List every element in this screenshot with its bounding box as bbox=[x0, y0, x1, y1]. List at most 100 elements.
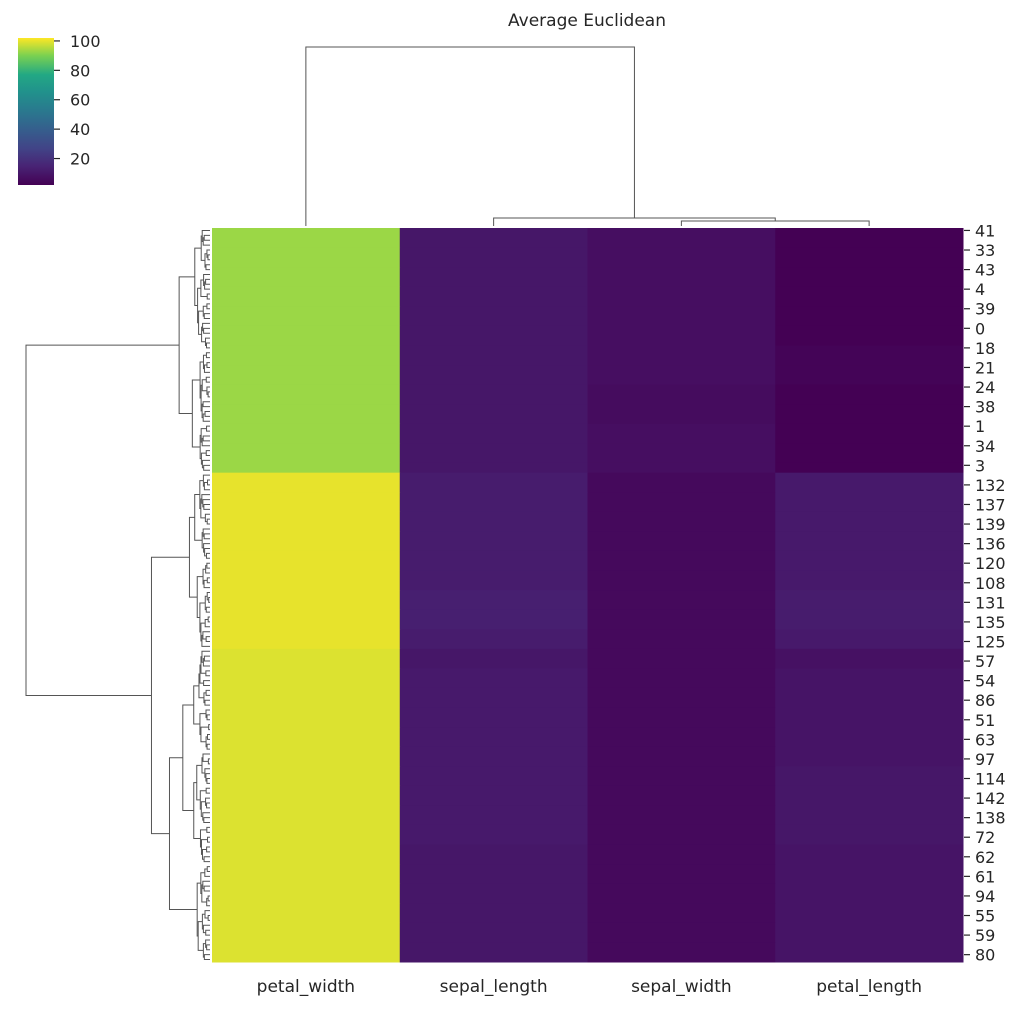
dendrogram-link bbox=[206, 802, 210, 809]
heatmap-cell bbox=[212, 648, 401, 669]
heatmap-cell bbox=[587, 472, 776, 493]
heatmap-cell bbox=[399, 511, 588, 532]
heatmap-cell bbox=[399, 462, 588, 474]
heatmap-cell bbox=[775, 511, 964, 532]
heatmap-cell bbox=[212, 267, 401, 288]
dendrogram-link bbox=[205, 342, 210, 349]
heatmap-cell bbox=[587, 707, 776, 728]
dendrogram-link bbox=[205, 376, 210, 383]
heatmap-cell bbox=[775, 824, 964, 846]
heatmap-cell bbox=[587, 864, 776, 885]
heatmap-cell bbox=[587, 785, 776, 806]
dendrogram-link bbox=[206, 518, 210, 525]
heatmap-cell bbox=[775, 590, 964, 611]
dendrogram-link bbox=[493, 217, 776, 226]
heatmap-cell bbox=[399, 365, 588, 386]
row-label: 43 bbox=[975, 261, 995, 280]
heatmap-cell bbox=[212, 922, 401, 943]
dendrogram-link bbox=[206, 714, 210, 721]
row-label: 137 bbox=[975, 495, 1006, 514]
row-label: 138 bbox=[975, 809, 1006, 828]
dendrogram-link bbox=[203, 680, 210, 687]
row-label: 132 bbox=[975, 476, 1006, 495]
heatmap-cell bbox=[399, 668, 588, 689]
heatmap-cell bbox=[775, 325, 964, 346]
row-label: 114 bbox=[975, 770, 1006, 789]
heatmap-cell bbox=[399, 228, 588, 249]
row-label: 86 bbox=[975, 691, 995, 710]
heatmap-cell bbox=[212, 404, 401, 425]
dendrogram-link bbox=[207, 616, 210, 623]
heatmap-cell bbox=[212, 550, 401, 572]
dendrogram-link bbox=[205, 606, 210, 613]
heatmap-cell bbox=[775, 864, 964, 885]
heatmap-cell bbox=[212, 727, 401, 748]
heatmap-cell bbox=[212, 570, 401, 591]
heatmap-cell bbox=[775, 267, 964, 288]
column-labels: petal_width sepal_length sepal_width petal_… bbox=[257, 977, 922, 997]
heatmap-cell bbox=[775, 306, 964, 327]
heatmap-cell bbox=[587, 824, 776, 846]
dendrogram-link bbox=[204, 910, 210, 919]
column-label: petal_length bbox=[816, 977, 922, 997]
dendrogram-link bbox=[207, 479, 210, 486]
heatmap-cell bbox=[587, 365, 776, 386]
heatmap-cell bbox=[212, 365, 401, 386]
heatmap-cell bbox=[399, 384, 588, 405]
heatmap-cell bbox=[212, 247, 401, 268]
heatmap-cell bbox=[399, 267, 588, 288]
heatmap-cell bbox=[775, 570, 964, 591]
dendrogram-link bbox=[202, 753, 210, 762]
heatmap-cell bbox=[212, 707, 401, 728]
heatmap-cell bbox=[399, 570, 588, 591]
dendrogram-link bbox=[191, 379, 201, 448]
heatmap-cell bbox=[212, 629, 401, 650]
heatmap-cell bbox=[587, 443, 776, 464]
dendrogram-link bbox=[205, 552, 210, 559]
heatmap-cell bbox=[399, 443, 588, 464]
row-label: 59 bbox=[975, 926, 995, 945]
heatmap-cell bbox=[399, 903, 588, 924]
heatmap-cell bbox=[212, 844, 401, 865]
heatmap-cell bbox=[587, 746, 776, 767]
row-label: 55 bbox=[975, 907, 995, 926]
row-label: 97 bbox=[975, 750, 995, 769]
row-label: 0 bbox=[975, 319, 985, 338]
dendrogram-link bbox=[207, 895, 210, 902]
heatmap-cell bbox=[587, 942, 776, 963]
heatmap-cell bbox=[399, 472, 588, 493]
row-label: 125 bbox=[975, 632, 1006, 651]
row-label: 57 bbox=[975, 652, 995, 671]
dendrogram-link bbox=[205, 929, 210, 936]
heatmap-cell bbox=[587, 903, 776, 924]
heatmap-cell bbox=[775, 492, 964, 513]
heatmap-cell bbox=[775, 286, 964, 307]
row-label: 34 bbox=[975, 437, 995, 456]
row-label: 108 bbox=[975, 574, 1006, 593]
row-label: 63 bbox=[975, 730, 995, 749]
heatmap-cell bbox=[399, 325, 588, 346]
heatmap-cell bbox=[212, 443, 401, 464]
heatmap-cell bbox=[587, 609, 776, 630]
heatmap-cell bbox=[212, 423, 401, 444]
row-dendrogram bbox=[25, 229, 210, 961]
heatmap-cell bbox=[399, 423, 588, 444]
row-label: 51 bbox=[975, 711, 995, 730]
dendrogram-link bbox=[202, 401, 210, 408]
heatmap-cell bbox=[775, 423, 964, 444]
heatmap-cell bbox=[775, 805, 964, 826]
column-label: petal_width bbox=[257, 977, 355, 997]
dendrogram-link bbox=[196, 764, 202, 801]
heatmap-cell bbox=[775, 472, 964, 493]
heatmap-cell bbox=[399, 844, 588, 865]
heatmap-cell bbox=[775, 247, 964, 268]
dendrogram-link bbox=[205, 689, 210, 696]
dendrogram-link bbox=[188, 516, 198, 598]
dendrogram-link bbox=[207, 758, 210, 765]
heatmap-cell bbox=[775, 922, 964, 943]
heatmap-cell bbox=[399, 286, 588, 307]
row-label: 4 bbox=[975, 280, 985, 299]
row-label: 39 bbox=[975, 300, 995, 319]
heatmap-cell bbox=[587, 805, 776, 826]
heatmap-cell bbox=[212, 805, 401, 826]
